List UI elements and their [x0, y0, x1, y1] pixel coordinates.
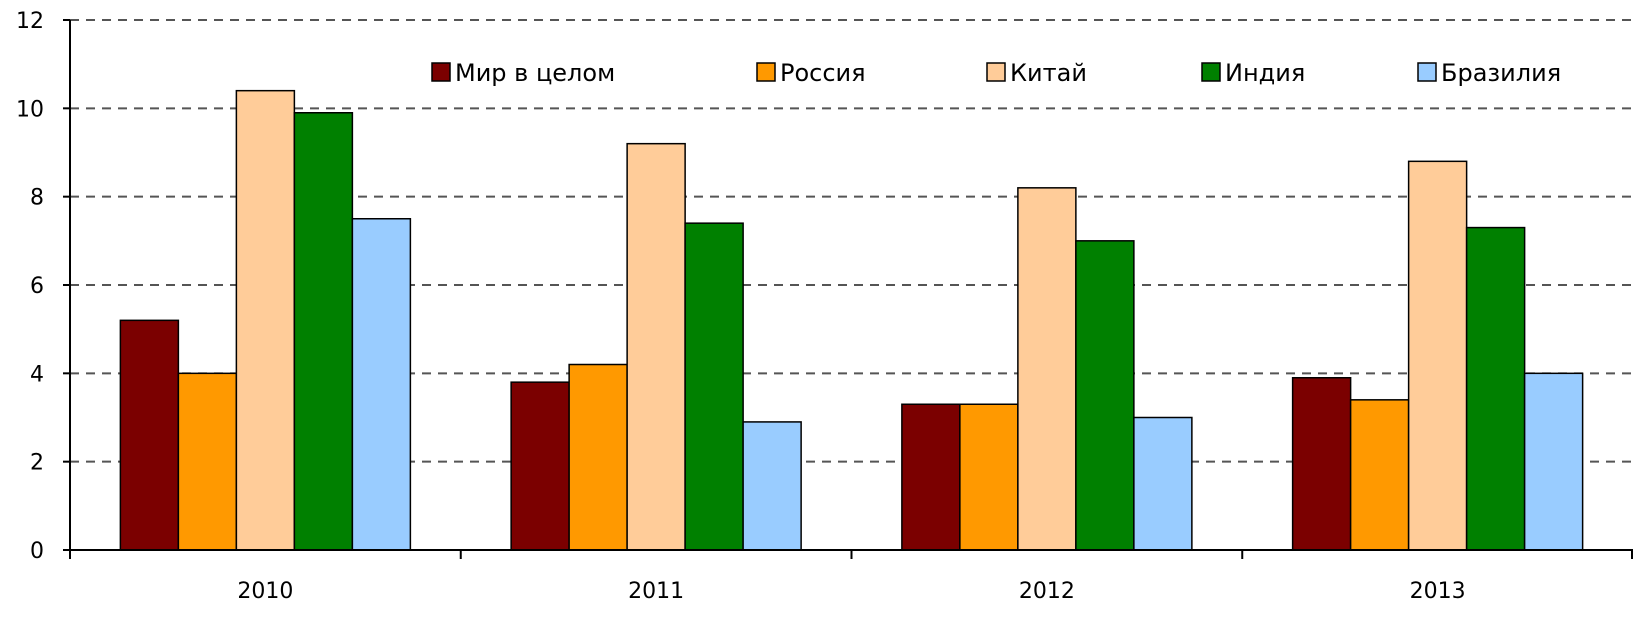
legend-swatch: [431, 62, 451, 82]
bar: [293, 112, 354, 551]
bar: [626, 142, 686, 551]
bar: [568, 363, 628, 551]
legend-label: Россия: [780, 59, 866, 87]
legend-backing: [428, 53, 640, 91]
bars: [119, 89, 1584, 551]
y-tick-label: 8: [30, 186, 44, 211]
bar: [684, 222, 744, 551]
legend-swatch: [1417, 62, 1437, 82]
x-tick-label: 2012: [1019, 579, 1075, 604]
legend-backing: [1414, 53, 1626, 91]
bar: [1407, 160, 1468, 551]
bar: [959, 403, 1019, 551]
bar: [1291, 377, 1352, 551]
x-tick-label: 2013: [1410, 579, 1466, 604]
x-tick-label: 2010: [237, 579, 293, 604]
legend-swatch: [756, 62, 776, 82]
x-tick-label: 2011: [628, 579, 684, 604]
legend-label: Индия: [1225, 59, 1305, 87]
legend-label: Мир в целом: [455, 59, 615, 87]
y-tick-label: 12: [16, 9, 44, 34]
y-tick-label: 6: [30, 274, 44, 299]
bar: [901, 403, 961, 551]
bar: [119, 319, 180, 551]
legend: Мир в целом Россия Китай Индия Бразилия: [428, 53, 1626, 91]
legend-swatch: [1201, 62, 1221, 82]
y-tick-label: 4: [30, 362, 44, 387]
bar: [1523, 372, 1584, 551]
legend-backing: [753, 53, 965, 91]
bar: [1465, 226, 1526, 551]
bar: [1349, 399, 1410, 551]
bar: [742, 421, 802, 551]
bar: [1133, 416, 1193, 551]
bar: [177, 372, 238, 551]
bar: [235, 89, 296, 551]
bar: [510, 381, 570, 551]
legend-label: Китай: [1010, 59, 1087, 87]
bar: [351, 218, 412, 551]
legend-label: Бразилия: [1441, 59, 1561, 87]
bar: [1075, 240, 1135, 551]
legend-swatch: [986, 62, 1006, 82]
bar: [1017, 187, 1077, 551]
y-tick-label: 10: [16, 97, 44, 122]
legend-backing: [983, 53, 1195, 91]
legend-backing: [1198, 53, 1410, 91]
axes: 0 2 4 6 8 10 12 2010 2011 2012 2013: [16, 9, 1633, 604]
y-tick-label: 0: [30, 539, 44, 564]
y-tick-label: 2: [30, 451, 44, 476]
